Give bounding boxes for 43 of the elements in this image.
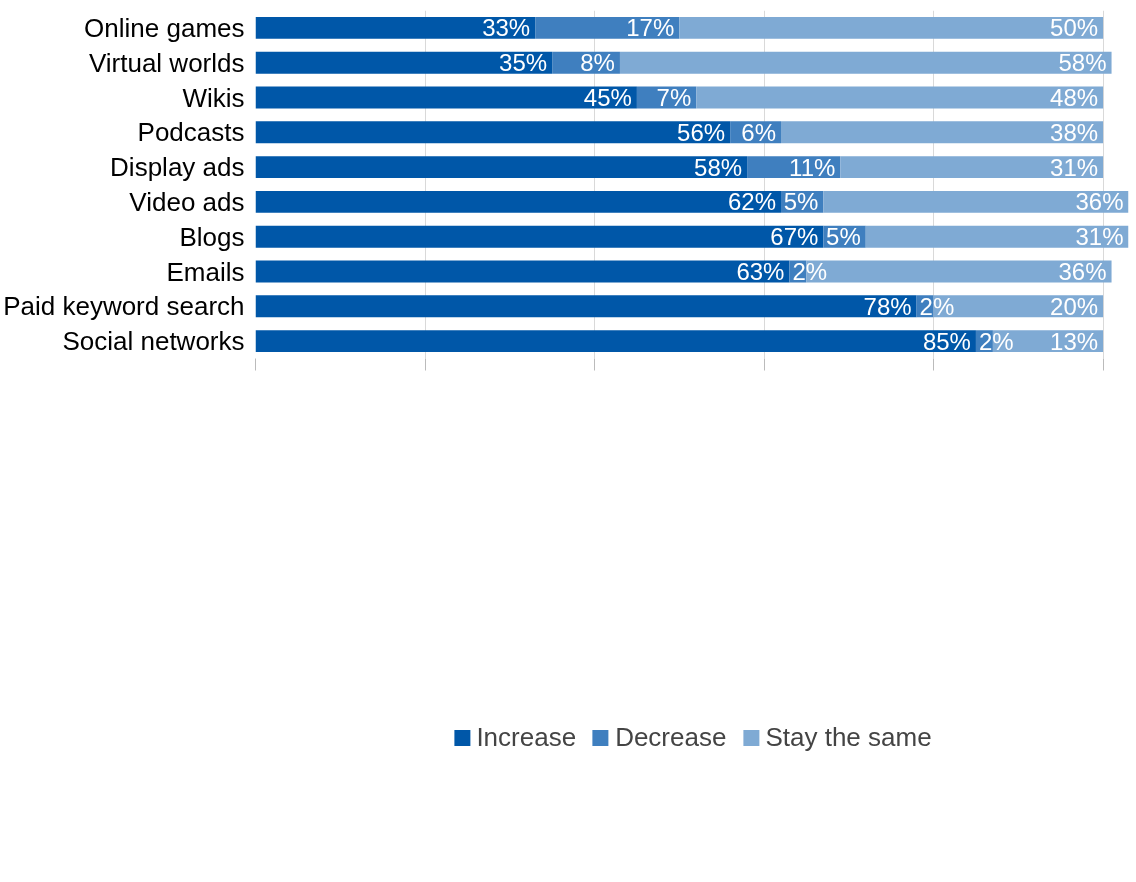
data-label: 11%	[789, 153, 836, 181]
data-label: 58%	[694, 153, 743, 181]
y-tick-label: Online games	[84, 12, 245, 43]
y-tick-label: Virtual worlds	[88, 47, 245, 78]
data-label: 2%	[978, 327, 1014, 355]
data-label: 6%	[741, 118, 776, 146]
y-tick-label: Display ads	[110, 152, 245, 183]
data-label: 56%	[677, 118, 726, 146]
y-tick-label: Video ads	[129, 186, 245, 217]
data-label: 36%	[1075, 188, 1124, 216]
y-tick-label: Blogs	[179, 221, 245, 252]
data-label: 5%	[826, 223, 861, 251]
data-label: 5%	[783, 188, 819, 216]
data-label: 7%	[656, 84, 692, 111]
data-label: 78%	[863, 292, 912, 320]
data-label: 62%	[727, 188, 777, 216]
y-tick-label: Wikis	[182, 82, 245, 113]
data-label: 67%	[770, 223, 819, 251]
data-label: 36%	[1058, 258, 1107, 285]
data-label: 45%	[583, 84, 632, 111]
y-tick-label: Social networks	[62, 326, 245, 357]
data-label: 50%	[1050, 14, 1099, 42]
data-label: 13%	[1050, 327, 1099, 355]
legend-label: Stay the same	[765, 721, 932, 753]
data-label: 85%	[922, 327, 971, 355]
legend-label: Decrease	[615, 721, 727, 753]
data-label: 58%	[1058, 49, 1107, 77]
data-label: 63%	[736, 258, 785, 285]
data-label: 17%	[626, 14, 675, 42]
data-label: 31%	[1050, 153, 1099, 181]
data-label: 31%	[1075, 223, 1124, 251]
data-label: 35%	[499, 49, 548, 77]
data-label: 2%	[792, 258, 828, 285]
data-label: 2%	[919, 292, 955, 320]
legend-label: Increase	[476, 721, 577, 753]
data-label: 33%	[482, 14, 531, 42]
data-label: 20%	[1050, 292, 1099, 320]
y-tick-label: Podcasts	[137, 117, 245, 148]
data-label: 48%	[1050, 84, 1099, 111]
data-label: 38%	[1050, 118, 1099, 146]
y-tick-label: Paid keyword search	[3, 291, 245, 322]
data-label: 8%	[580, 49, 615, 77]
y-tick-label: Emails	[166, 256, 245, 287]
